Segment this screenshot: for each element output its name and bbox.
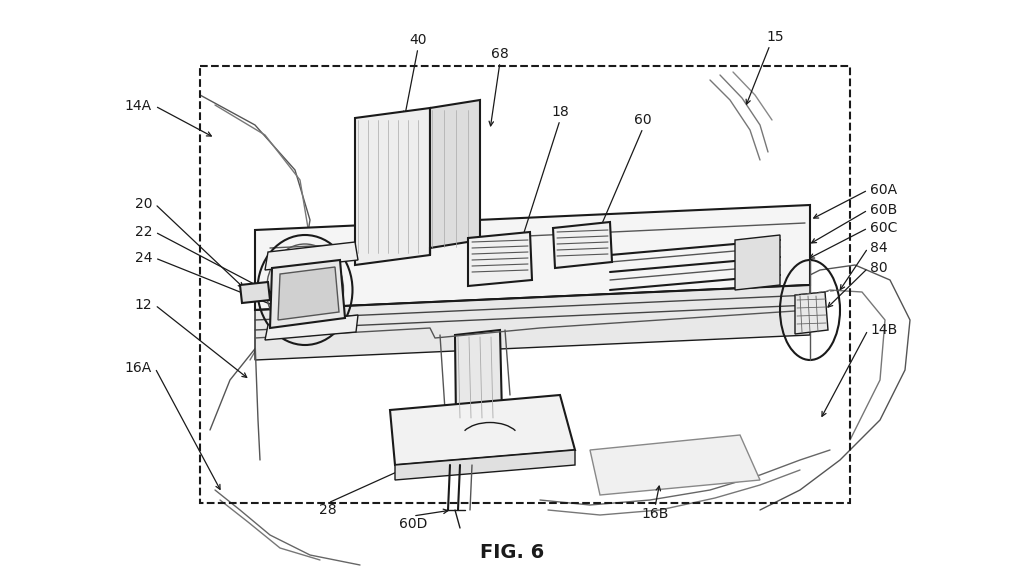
Polygon shape (795, 292, 828, 334)
Text: 14B: 14B (870, 323, 897, 337)
Text: 80: 80 (870, 261, 888, 275)
Polygon shape (278, 267, 339, 320)
Text: 15: 15 (766, 30, 783, 44)
Polygon shape (265, 315, 358, 340)
Polygon shape (255, 205, 810, 310)
Polygon shape (255, 285, 810, 360)
Text: 68: 68 (492, 47, 509, 61)
Polygon shape (390, 395, 575, 465)
Polygon shape (735, 235, 780, 290)
Text: 28: 28 (319, 503, 337, 517)
Text: 60C: 60C (870, 221, 897, 235)
Text: FIG. 6: FIG. 6 (480, 542, 544, 562)
Text: 84: 84 (870, 241, 888, 255)
Polygon shape (265, 242, 358, 270)
Polygon shape (553, 222, 612, 268)
Text: 12: 12 (134, 298, 152, 312)
Polygon shape (590, 435, 760, 495)
Polygon shape (395, 450, 575, 480)
Bar (200, 66, 850, 503)
Polygon shape (468, 232, 532, 286)
Text: 24: 24 (134, 251, 152, 265)
Text: 18: 18 (551, 105, 569, 119)
Polygon shape (455, 330, 502, 420)
Text: 16B: 16B (641, 507, 669, 521)
Text: 60B: 60B (870, 203, 897, 217)
Polygon shape (240, 282, 270, 303)
Text: 60A: 60A (870, 183, 897, 197)
Text: 20: 20 (134, 197, 152, 211)
Text: 14A: 14A (125, 99, 152, 113)
Polygon shape (270, 260, 345, 328)
Polygon shape (355, 108, 430, 265)
Text: 40: 40 (410, 33, 427, 47)
Polygon shape (430, 100, 480, 255)
Text: 16A: 16A (125, 361, 152, 375)
Text: 60: 60 (634, 113, 652, 127)
Text: 60D: 60D (398, 517, 427, 531)
Text: 22: 22 (134, 225, 152, 239)
